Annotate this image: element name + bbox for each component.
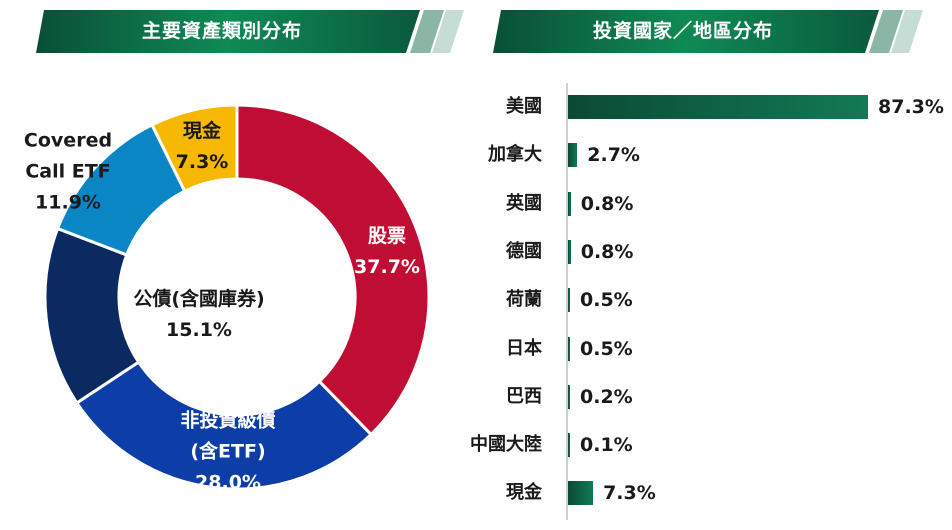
donut-slice-0 [235, 103, 431, 437]
bar-value-label: 0.2% [580, 385, 633, 408]
bar-row: 日本 0.5% [0, 325, 952, 373]
country-title: 投資國家／地區分布 [592, 20, 773, 42]
donut-label-text: 現金 [182, 120, 222, 142]
country-banner: 投資國家／地區分布 [493, 10, 923, 53]
bar-value-label: 0.8% [580, 192, 634, 215]
bar-category-label: 現金 [506, 482, 542, 504]
donut-label-2: 公債(含國庫券) 15.1% [133, 284, 264, 346]
banner-background [36, 10, 464, 53]
banner-background [493, 10, 923, 53]
bar-mark [568, 239, 571, 264]
bar-row: 荷蘭 0.5% [0, 276, 952, 324]
donut-label-value: 7.3% [175, 151, 229, 173]
bar-mark [568, 95, 868, 119]
donut-slice-4 [149, 103, 239, 194]
bar-value-label: 0.5% [580, 289, 633, 312]
bar-mark [568, 191, 571, 216]
donut-label-value: 15.1% [166, 319, 232, 341]
bar-row: 中國大陸 0.1% [0, 421, 952, 469]
donut-label-text: Covered [23, 129, 113, 152]
bar-category-label: 中國大陸 [470, 434, 542, 456]
bar-mark [568, 384, 570, 409]
asset-donut-chart [43, 103, 431, 491]
bar-category-label: 荷蘭 [506, 289, 542, 311]
donut-label-text: 股票 [367, 225, 407, 247]
bar-axis-line [566, 83, 568, 520]
bar-mark [568, 143, 578, 168]
bar-value-label: 7.3% [603, 482, 656, 505]
donut-label-text: 非投資級債 [180, 409, 276, 432]
donut-label-0: 股票 37.7% [354, 221, 420, 283]
donut-label-value: 11.9% [35, 191, 101, 214]
bar-row: 巴西 0.2% [0, 373, 952, 421]
asset-class-title: 主要資產類別分布 [141, 20, 302, 42]
donut-label-4: 現金 7.3% [176, 116, 229, 178]
bar-row: 英國 0.8% [0, 180, 952, 228]
bar-category-label: 英國 [506, 192, 542, 214]
bar-row: 現金 7.3% [0, 469, 952, 517]
bar-mark [568, 481, 594, 506]
bar-value-label: 2.7% [587, 144, 640, 167]
donut-label-1: 非投資級債 (含ETF) 28.0% [180, 406, 275, 499]
bar-mark [568, 336, 570, 361]
bar-mark [568, 433, 570, 458]
asset-class-banner: 主要資產類別分布 [36, 10, 464, 53]
bar-category-label: 巴西 [506, 385, 542, 407]
bar-category-label: 美國 [506, 96, 542, 117]
donut-label-value: 28.0% [195, 471, 261, 494]
donut-slice-1 [74, 360, 374, 491]
bar-row: 加拿大 2.7% [0, 131, 952, 179]
bar-value-label: 0.5% [580, 337, 633, 360]
donut-label-3: Covered Call ETF 11.9% [24, 126, 112, 219]
bar-row: 美國 87.3% [0, 83, 952, 131]
bar-row: 德國 0.8% [0, 228, 952, 276]
bar-value-label: 0.8% [580, 240, 634, 263]
donut-label-text: 公債(含國庫券) [133, 288, 265, 310]
bar-category-label: 加拿大 [488, 144, 542, 166]
donut-label-text: (含ETF) [190, 440, 266, 463]
bar-value-label: 0.1% [580, 434, 633, 457]
donut-label-value: 37.7% [354, 256, 420, 278]
donut-label-text: Call ETF [25, 160, 111, 183]
bar-mark [568, 288, 570, 313]
bar-category-label: 德國 [506, 240, 542, 262]
bar-category-label: 日本 [506, 337, 542, 359]
bar-value-label: 87.3% [878, 96, 944, 118]
